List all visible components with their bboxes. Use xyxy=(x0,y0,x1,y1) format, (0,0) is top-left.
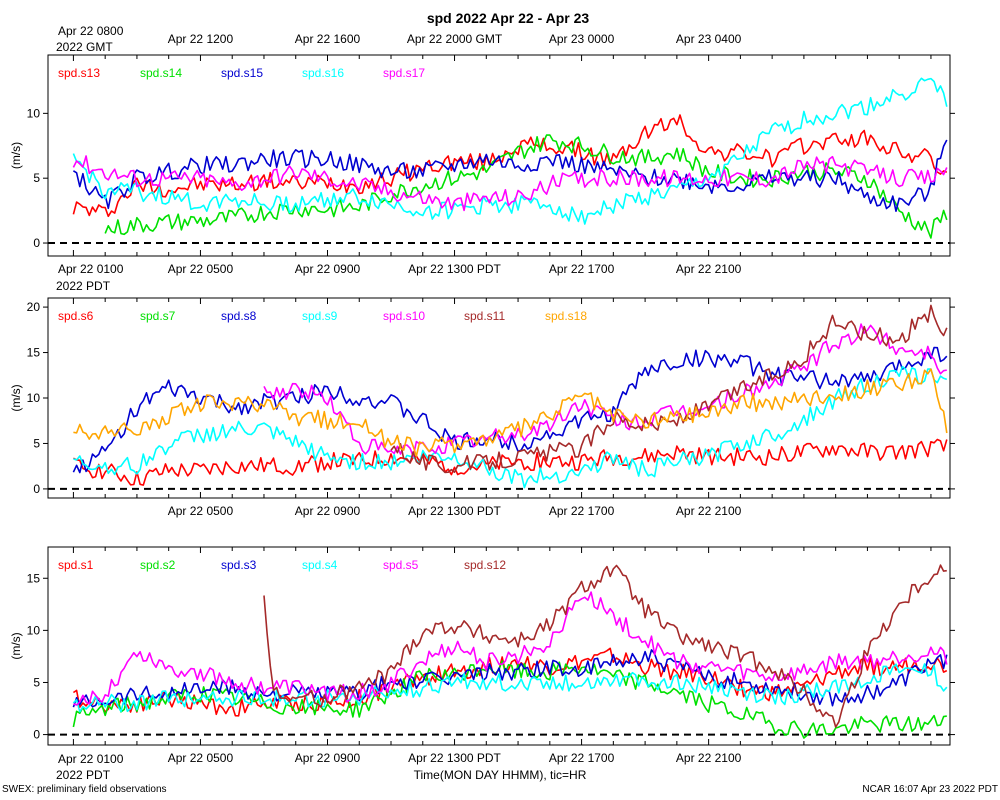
x-tick-label: Apr 22 2100 xyxy=(676,504,742,518)
series-line-spd.s5 xyxy=(73,591,948,706)
series-line-spd.s1 xyxy=(72,647,948,717)
series-line-spd.s12 xyxy=(263,564,947,728)
legend-spd.s14: spd.s14 xyxy=(140,66,182,80)
series-line-spd.s16 xyxy=(72,77,948,225)
x-tick-label: Apr 22 1300 PDT xyxy=(408,504,501,518)
x-tick-label: Apr 22 1700 xyxy=(549,262,615,276)
y-tick-label: 5 xyxy=(33,436,40,450)
legend-spd.s10: spd.s10 xyxy=(383,309,425,323)
series-line-spd.s18 xyxy=(73,368,948,457)
series-line-spd.s6 xyxy=(73,438,948,486)
legend-spd.s16: spd.s16 xyxy=(302,66,344,80)
y-axis-label: (m/s) xyxy=(9,632,23,659)
legend-spd.s8: spd.s8 xyxy=(221,309,257,323)
series-group xyxy=(72,77,948,239)
legend-spd.s11: spd.s11 xyxy=(464,309,505,323)
series-line-spd.s15 xyxy=(72,139,948,212)
y-tick-label: 20 xyxy=(27,300,41,314)
y-tick-label: 0 xyxy=(33,236,40,250)
series-line-spd.s10 xyxy=(263,323,947,458)
series-line-spd.s3 xyxy=(72,649,948,708)
footer-right: NCAR 16:07 Apr 23 2022 PDT xyxy=(862,784,998,795)
y-tick-label: 5 xyxy=(33,675,40,689)
series-line-spd.s2 xyxy=(72,660,947,739)
series-line-spd.s17 xyxy=(72,155,948,212)
legend-spd.s15: spd.s15 xyxy=(221,66,263,80)
x-axis-label: Time(MON DAY HHMM), tic=HR xyxy=(414,768,587,782)
legend-spd.s13: spd.s13 xyxy=(58,66,100,80)
series-line-spd.s14 xyxy=(104,134,948,239)
panel-3: 0 5 10 15 (m/s) Apr 22 0500 Apr 22 0900 Apr 22 … xyxy=(9,546,955,765)
y-tick-label: 0 xyxy=(33,482,40,496)
panel3-bottom-axis-first-sub: 2022 PDT xyxy=(56,768,111,782)
y-tick-label: 5 xyxy=(33,171,40,185)
chart-title: spd 2022 Apr 22 - Apr 23 xyxy=(427,10,590,26)
legend-spd.s2: spd.s2 xyxy=(140,558,176,572)
legend-spd.s6: spd.s6 xyxy=(58,309,94,323)
top-axis-tick-label: Apr 22 2000 GMT xyxy=(407,32,503,46)
top-axis-tick-label: Apr 22 1200 xyxy=(168,32,234,46)
series-line-spd.s8 xyxy=(72,346,948,474)
legend-spd.s4: spd.s4 xyxy=(302,558,338,572)
series-line-spd.s9 xyxy=(73,365,948,489)
top-axis-first-label: Apr 22 0800 xyxy=(58,24,124,38)
panel1-bottom-axis-first-sub: 2022 PDT xyxy=(56,279,111,293)
legend-spd.s3: spd.s3 xyxy=(221,558,257,572)
panel-2: 0 5 10 15 20 (m/s) Apr 22 0500 Apr 22 0900 Apr 2… xyxy=(9,297,955,518)
legend-spd.s9: spd.s9 xyxy=(302,309,338,323)
series-line-spd.s13 xyxy=(72,114,948,218)
y-tick-label: 10 xyxy=(27,106,41,120)
x-tick-label: Apr 22 1700 xyxy=(549,751,615,765)
panel-1: 0 5 10 (m/s) Apr 22 0500 Apr 22 0900 Apr 22 13… xyxy=(9,32,955,276)
legend-spd.s7: spd.s7 xyxy=(140,309,176,323)
x-tick-label: Apr 22 0900 xyxy=(295,262,361,276)
x-tick-label: Apr 22 0500 xyxy=(168,262,234,276)
x-tick-label: Apr 22 0500 xyxy=(168,504,234,518)
x-tick-label: Apr 22 0900 xyxy=(295,751,361,765)
y-axis-label: (m/s) xyxy=(9,142,23,169)
x-tick-label: Apr 22 0900 xyxy=(295,504,361,518)
series-group xyxy=(72,304,948,489)
legend-spd.s18: spd.s18 xyxy=(545,309,587,323)
x-tick-label: Apr 22 0500 xyxy=(168,751,234,765)
top-axis-first-sub: 2022 GMT xyxy=(56,40,113,54)
y-tick-label: 15 xyxy=(27,346,41,360)
plot-frame xyxy=(47,546,951,746)
footer-left: SWEX: preliminary field observations xyxy=(2,784,167,795)
y-tick-label: 10 xyxy=(27,391,41,405)
y-axis-label: (m/s) xyxy=(9,384,23,411)
legend-spd.s5: spd.s5 xyxy=(383,558,419,572)
legend-spd.s17: spd.s17 xyxy=(383,66,425,80)
top-axis-tick-label: Apr 23 0400 xyxy=(676,32,742,46)
top-axis-tick-label: Apr 22 1600 xyxy=(295,32,361,46)
x-tick-label: Apr 22 2100 xyxy=(676,751,742,765)
series-line-spd.s11 xyxy=(390,304,948,474)
panel1-bottom-axis-first-label: Apr 22 0100 xyxy=(58,262,124,276)
plot-frame xyxy=(47,54,951,257)
legend-spd.s1: spd.s1 xyxy=(58,558,94,572)
x-tick-label: Apr 22 1300 PDT xyxy=(408,262,501,276)
top-axis-tick-label: Apr 23 0000 xyxy=(549,32,615,46)
legend-spd.s12: spd.s12 xyxy=(464,558,506,572)
y-tick-label: 10 xyxy=(27,623,41,637)
panel3-bottom-axis-first-label: Apr 22 0100 xyxy=(58,752,124,766)
y-tick-label: 0 xyxy=(33,728,40,742)
x-tick-label: Apr 22 1700 xyxy=(549,504,615,518)
y-tick-label: 15 xyxy=(27,571,41,585)
x-tick-label: Apr 22 2100 xyxy=(676,262,742,276)
series-group xyxy=(72,564,948,739)
x-tick-label: Apr 22 1300 PDT xyxy=(408,751,501,765)
